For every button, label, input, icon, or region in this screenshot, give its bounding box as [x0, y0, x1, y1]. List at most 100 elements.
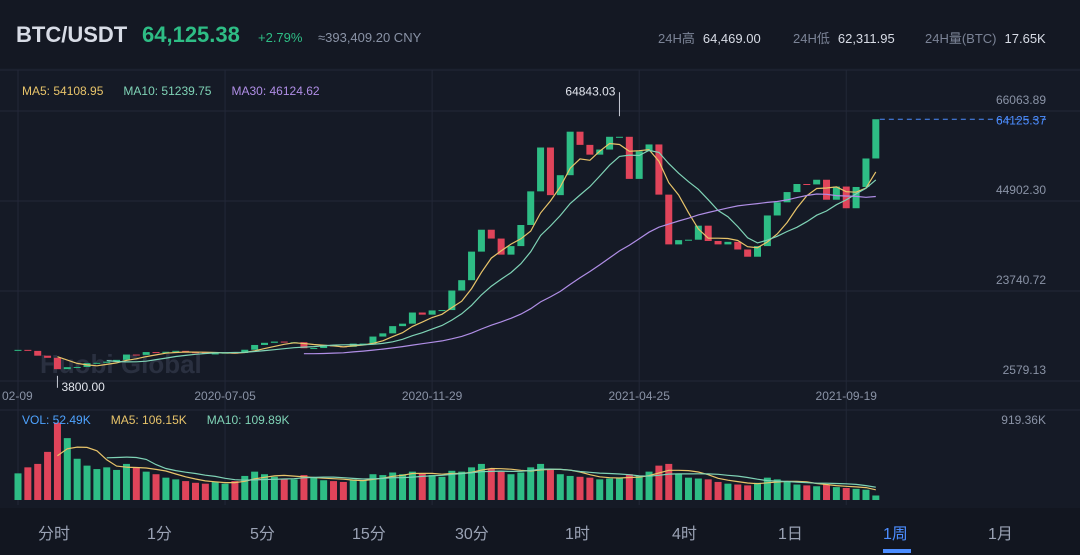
- candle: [556, 175, 564, 196]
- indicator-label: MA10: 109.89K: [207, 413, 290, 427]
- volume-bar: [24, 467, 32, 500]
- y-tick-label: 66063.89: [996, 93, 1046, 107]
- y-tick-label: 44902.30: [996, 183, 1046, 197]
- candle: [694, 225, 702, 240]
- candle: [744, 249, 752, 257]
- interval-tab[interactable]: 1日: [778, 526, 803, 543]
- candle: [418, 312, 426, 315]
- candle: [310, 348, 318, 350]
- stat-value: 62,311.95: [837, 31, 895, 46]
- volume-bar: [241, 475, 249, 500]
- candle: [823, 179, 831, 200]
- candle: [132, 354, 140, 356]
- interval-tab[interactable]: 4时: [672, 526, 697, 543]
- cny-price: ≈393,409.20 CNY: [318, 30, 422, 45]
- candle: [793, 183, 801, 193]
- candle: [44, 355, 52, 358]
- candle: [270, 341, 278, 343]
- volume-bar: [872, 495, 880, 500]
- interval-tab[interactable]: 1周: [883, 526, 908, 543]
- volume-bar: [507, 474, 515, 500]
- volume-bar: [586, 477, 594, 500]
- volume-bar: [83, 465, 91, 500]
- volume-bar: [191, 482, 199, 500]
- volume-bar: [823, 484, 831, 500]
- volume-bar: [458, 471, 466, 500]
- change: +2.79%: [258, 30, 303, 45]
- volume-bar: [842, 487, 850, 500]
- interval-tab[interactable]: 1月: [988, 526, 1013, 543]
- volume-bar: [803, 485, 811, 500]
- interval-tab[interactable]: 15分: [352, 526, 386, 543]
- interval-tab[interactable]: 1时: [565, 526, 590, 543]
- volume-bar: [162, 477, 170, 500]
- interval-tab[interactable]: 1分: [147, 526, 172, 543]
- indicator-label: MA10: 51239.75: [123, 84, 211, 98]
- volume-bar: [172, 479, 180, 500]
- candle: [487, 229, 495, 239]
- candle: [93, 362, 101, 364]
- ma-line: [106, 456, 876, 488]
- volume-bar: [280, 478, 288, 500]
- candle: [842, 186, 850, 209]
- stat: 24H高 64,469.00: [658, 28, 761, 47]
- volume-bar: [14, 473, 22, 500]
- volume-bar: [53, 422, 61, 500]
- candle: [122, 354, 130, 360]
- volume-bar: [783, 481, 791, 500]
- candle: [191, 352, 199, 354]
- volume-bar: [103, 467, 111, 500]
- volume-bar: [615, 477, 623, 500]
- interval-tab[interactable]: 分时: [38, 526, 71, 543]
- volume-bar: [606, 478, 614, 500]
- volume-bar: [744, 485, 752, 500]
- candle: [724, 241, 732, 245]
- volume-bar: [44, 451, 52, 500]
- candle: [517, 224, 525, 247]
- interval-tab[interactable]: 5分: [250, 526, 275, 543]
- volume-bar: [556, 474, 564, 500]
- volume-bar: [408, 471, 416, 500]
- candle: [458, 280, 466, 291]
- y-tick-label: 23740.72: [996, 273, 1046, 287]
- chart: Huobi Global 66063.89 44902.30 23740.72 257…: [0, 69, 1080, 505]
- candle: [872, 119, 880, 159]
- candle: [428, 310, 436, 315]
- stat: 24H低 62,311.95: [793, 28, 895, 47]
- volume-bar: [63, 438, 71, 500]
- candle: [586, 144, 594, 155]
- volume-bar: [763, 477, 771, 500]
- volume-bar: [832, 487, 840, 500]
- stat-label: 24H高: [658, 31, 695, 46]
- candle: [14, 349, 22, 351]
- candle: [261, 342, 268, 345]
- volume-bar: [231, 481, 239, 500]
- candle: [615, 136, 623, 138]
- x-tick-label: 2021-04-25: [608, 389, 670, 403]
- candle: [379, 333, 387, 337]
- volume-bar: [665, 463, 673, 500]
- volume-bar: [428, 475, 436, 500]
- volume-bar: [251, 471, 259, 500]
- volume-bar: [290, 479, 298, 500]
- candle: [803, 183, 811, 185]
- volume-bar: [359, 480, 367, 500]
- candle: [399, 323, 407, 327]
- volume-bar: [714, 481, 722, 500]
- watermark: Huobi Global: [40, 349, 202, 379]
- interval-tab[interactable]: 30分: [455, 526, 489, 543]
- volume-bar: [487, 469, 495, 500]
- candle: [527, 191, 535, 225]
- candle: [438, 310, 446, 312]
- stat: 24H量(BTC) 17.65K: [925, 28, 1046, 47]
- candle: [546, 147, 554, 196]
- volume-bar: [734, 484, 742, 500]
- volume-bar: [704, 479, 712, 500]
- y-tick-label: 2579.13: [1003, 363, 1047, 377]
- volume-bar: [684, 477, 692, 500]
- stat-label: 24H量(BTC): [925, 31, 997, 46]
- volume-bar: [211, 481, 219, 500]
- x-tick-label: 2021-09-19: [816, 389, 878, 403]
- volume-bar: [497, 471, 505, 500]
